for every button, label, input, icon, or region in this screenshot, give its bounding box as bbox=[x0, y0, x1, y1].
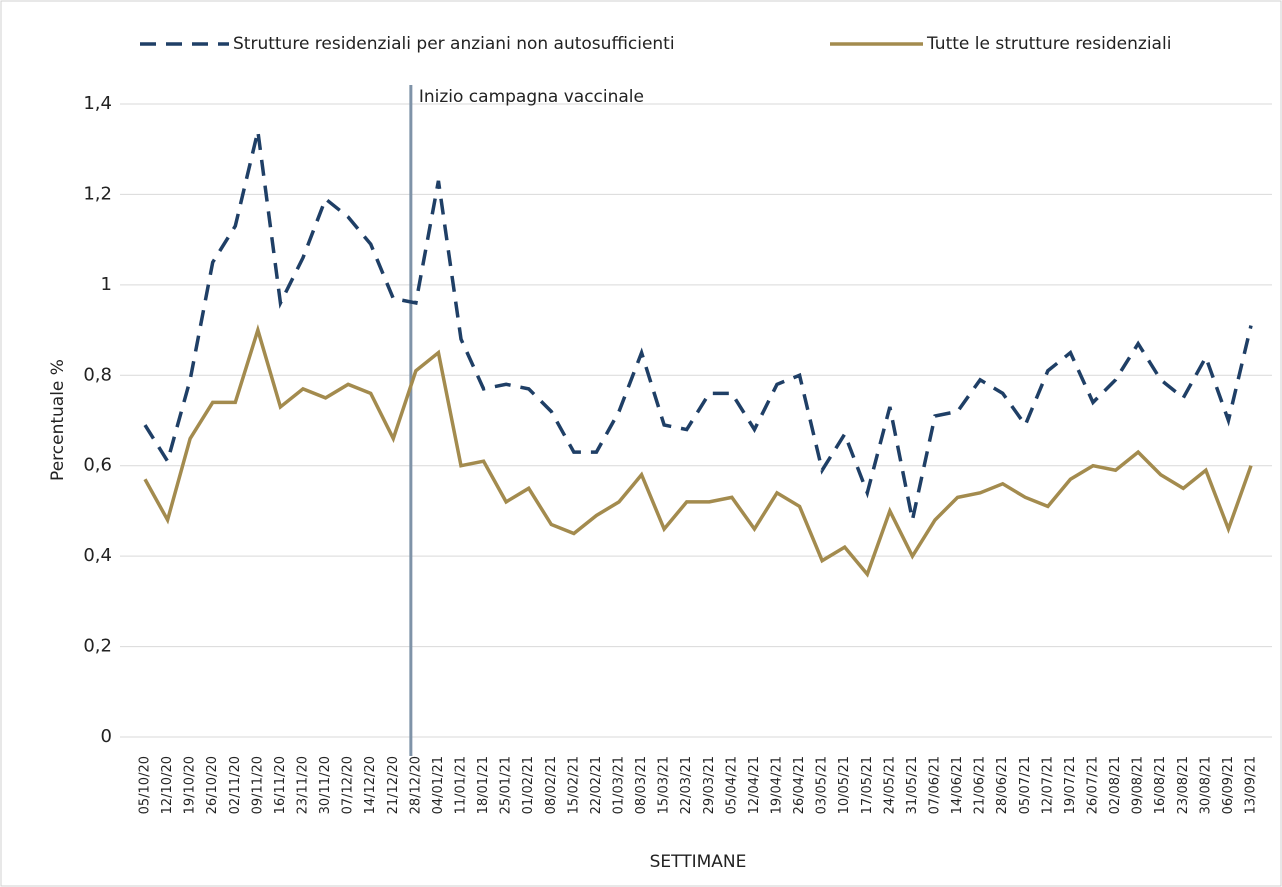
x-tick-label: 03/05/21 bbox=[815, 756, 830, 814]
x-tick-label: 24/05/21 bbox=[882, 756, 897, 814]
annotation-text: Inizio campagna vaccinale bbox=[419, 87, 644, 107]
x-tick-label: 28/12/20 bbox=[408, 756, 423, 814]
y-tick-label: 0,2 bbox=[83, 636, 112, 657]
x-tick-label: 12/04/21 bbox=[747, 756, 762, 814]
x-tick-label: 30/11/20 bbox=[318, 756, 333, 814]
x-tick-label: 08/02/21 bbox=[544, 756, 559, 814]
x-tick-label: 23/11/20 bbox=[296, 756, 311, 814]
x-tick-label: 16/11/20 bbox=[273, 756, 288, 814]
x-axis-label: SETTIMANE bbox=[650, 852, 747, 872]
y-tick-label: 1,2 bbox=[83, 183, 112, 204]
x-tick-label: 26/04/21 bbox=[792, 756, 807, 814]
x-tick-label: 08/03/21 bbox=[634, 756, 649, 814]
x-tick-label: 14/12/20 bbox=[363, 756, 378, 814]
x-tick-label: 25/01/21 bbox=[499, 756, 514, 814]
x-tick-label: 15/02/21 bbox=[566, 756, 581, 814]
x-tick-label: 19/07/21 bbox=[1063, 756, 1078, 814]
x-tick-label: 01/03/21 bbox=[612, 756, 627, 814]
x-tick-label: 15/03/21 bbox=[657, 756, 672, 814]
x-tick-label: 09/08/21 bbox=[1131, 756, 1146, 814]
legend-label: Tutte le strutture residenziali bbox=[926, 34, 1171, 54]
legend-label: Strutture residenziali per anziani non a… bbox=[233, 34, 675, 54]
x-tick-label: 19/10/20 bbox=[183, 756, 198, 814]
x-tick-label: 02/11/20 bbox=[228, 756, 243, 814]
x-tick-label: 22/03/21 bbox=[679, 756, 694, 814]
x-tick-label: 07/06/21 bbox=[928, 756, 943, 814]
x-tick-label: 26/07/21 bbox=[1086, 756, 1101, 814]
y-tick-label: 1,4 bbox=[83, 93, 112, 114]
x-tick-label: 05/07/21 bbox=[1018, 756, 1033, 814]
y-tick-label: 0,4 bbox=[83, 545, 112, 566]
series-line bbox=[143, 130, 1253, 521]
x-tick-label: 18/01/21 bbox=[476, 756, 491, 814]
x-tick-label: 05/04/21 bbox=[724, 756, 739, 814]
x-tick-label: 01/02/21 bbox=[521, 756, 536, 814]
x-tick-label: 09/11/20 bbox=[250, 756, 265, 814]
x-tick-label: 23/08/21 bbox=[1176, 756, 1191, 814]
y-tick-label: 0,6 bbox=[83, 455, 112, 476]
x-tick-label: 04/01/21 bbox=[431, 756, 446, 814]
x-tick-label: 14/06/21 bbox=[950, 756, 965, 814]
x-tick-label: 17/05/21 bbox=[860, 756, 875, 814]
x-tick-label: 31/05/21 bbox=[905, 756, 920, 814]
series-line bbox=[143, 324, 1253, 578]
x-tick-label: 30/08/21 bbox=[1198, 756, 1213, 814]
x-tick-label: 21/06/21 bbox=[973, 756, 988, 814]
x-tick-label: 29/03/21 bbox=[702, 756, 717, 814]
y-tick-label: 1 bbox=[101, 274, 112, 295]
x-tick-label: 22/02/21 bbox=[589, 756, 604, 814]
x-tick-label: 10/05/21 bbox=[837, 756, 852, 814]
x-tick-label: 26/10/20 bbox=[205, 756, 220, 814]
x-tick-label: 21/12/20 bbox=[386, 756, 401, 814]
y-tick-label: 0,8 bbox=[83, 364, 112, 385]
x-tick-label: 06/09/21 bbox=[1221, 756, 1236, 814]
x-tick-label: 16/08/21 bbox=[1153, 756, 1168, 814]
x-tick-label: 02/08/21 bbox=[1108, 756, 1123, 814]
y-tick-label: 0 bbox=[101, 726, 112, 747]
x-tick-label: 12/07/21 bbox=[1040, 756, 1055, 814]
x-tick-label: 28/06/21 bbox=[995, 756, 1010, 814]
x-tick-label: 13/09/21 bbox=[1244, 756, 1259, 814]
x-tick-label: 07/12/20 bbox=[341, 756, 356, 814]
x-tick-label: 11/01/21 bbox=[454, 756, 469, 814]
x-tick-label: 12/10/20 bbox=[160, 756, 175, 814]
x-tick-label: 05/10/20 bbox=[138, 756, 153, 814]
x-tick-label: 19/04/21 bbox=[770, 756, 785, 814]
y-axis-label: Percentuale % bbox=[48, 359, 68, 481]
